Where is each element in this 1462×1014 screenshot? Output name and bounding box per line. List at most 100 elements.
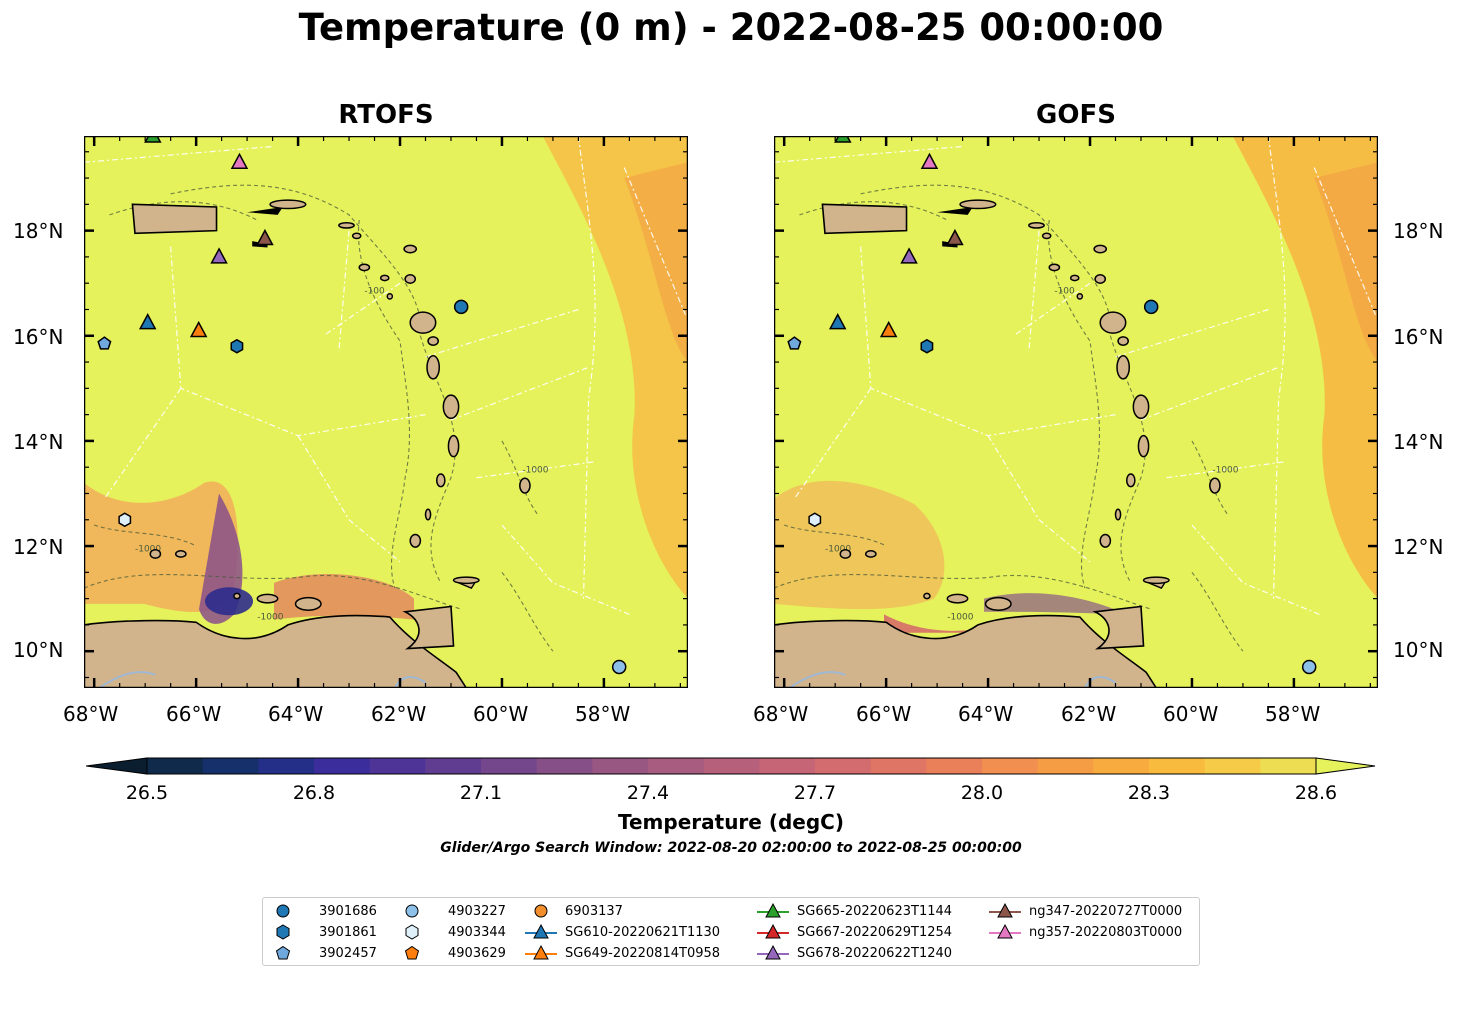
legend-label: 6903137 bbox=[565, 904, 623, 919]
bathymetry-contour bbox=[501, 572, 554, 652]
legend-marker-icon bbox=[525, 923, 557, 939]
land-island bbox=[1114, 508, 1122, 521]
eez-boundary bbox=[1115, 308, 1269, 358]
contour-label: -1000 bbox=[1212, 465, 1238, 475]
contour-label: -1000 bbox=[135, 544, 161, 554]
contour-label: -100 bbox=[364, 287, 385, 297]
colorbar-segment bbox=[1093, 758, 1150, 774]
land-island bbox=[1099, 533, 1112, 548]
river bbox=[394, 676, 427, 689]
land-island bbox=[1028, 221, 1045, 229]
colorbar-label: Temperature (degC) bbox=[618, 810, 844, 834]
land-island bbox=[379, 274, 390, 282]
land-island bbox=[1142, 576, 1170, 585]
lat-label: 18°N bbox=[1393, 219, 1444, 243]
map-canvas-gofs[interactable]: -100 -1000 -1000 -1000 bbox=[773, 126, 1379, 689]
map-panel-rtofs[interactable]: -100 -1000 -1000 -1000 bbox=[83, 126, 689, 689]
map-panel-gofs[interactable]: -100 -1000 -1000 -1000 bbox=[773, 126, 1379, 689]
legend-label: SG649-20220814T0958 bbox=[565, 946, 721, 961]
figure-title: Temperature (0 m) - 2022-08-25 00:00:00 bbox=[298, 6, 1164, 49]
observation-marker bbox=[230, 152, 249, 170]
colorbar-gradient bbox=[85, 757, 1376, 775]
observation-marker bbox=[900, 247, 918, 264]
land-trinidad bbox=[1092, 605, 1145, 650]
lon-label: 62°W bbox=[1061, 702, 1117, 726]
land-island bbox=[424, 508, 432, 521]
legend-label: SG665-20220623T1144 bbox=[797, 904, 953, 919]
observation-marker bbox=[210, 247, 228, 264]
observation-marker bbox=[189, 320, 208, 338]
legend-label: ng347-20220727T0000 bbox=[1029, 904, 1183, 919]
land-island bbox=[1116, 354, 1131, 380]
map-canvas-rtofs[interactable]: -100 -1000 -1000 -1000 bbox=[83, 126, 689, 689]
contour-label: -100 bbox=[1054, 287, 1075, 297]
colorbar-extend-min bbox=[85, 757, 148, 775]
panel-title-gofs: GOFS bbox=[1036, 100, 1116, 130]
contour-label: -1000 bbox=[947, 613, 973, 623]
observation-marker bbox=[808, 512, 822, 528]
land-island bbox=[404, 274, 417, 284]
river bbox=[98, 671, 156, 689]
land-island bbox=[1048, 263, 1061, 272]
legend-label: 3901861 bbox=[319, 925, 377, 940]
eez-boundary bbox=[860, 246, 1116, 437]
legend-marker-icon bbox=[276, 904, 290, 918]
lon-label: 60°W bbox=[1163, 702, 1219, 726]
legend-marker-icon bbox=[405, 904, 419, 918]
colorbar-segment bbox=[1037, 758, 1094, 774]
colorbar-segment bbox=[258, 758, 315, 774]
land-island bbox=[294, 596, 322, 611]
eez-boundary bbox=[773, 145, 963, 163]
land-island bbox=[233, 592, 241, 600]
land-island bbox=[351, 232, 362, 240]
eez-boundary bbox=[338, 230, 350, 352]
bathymetry-contour bbox=[773, 574, 1152, 610]
eez-boundary bbox=[1267, 135, 1286, 599]
observation-marker bbox=[230, 338, 244, 354]
colorbar-tick: 28.3 bbox=[1127, 782, 1171, 804]
bathymetry-contour bbox=[799, 201, 948, 221]
colorbar-tick: 26.5 bbox=[125, 782, 169, 804]
land-island bbox=[923, 592, 931, 600]
land-island bbox=[338, 221, 355, 229]
observation-marker bbox=[1143, 299, 1159, 315]
contour-label: -1000 bbox=[257, 613, 283, 623]
bathymetry-contour bbox=[501, 440, 539, 515]
bathymetry-contour bbox=[94, 524, 197, 547]
eez-boundary bbox=[987, 435, 1091, 563]
colorbar-segment bbox=[369, 758, 426, 774]
warm-plume bbox=[884, 614, 1014, 633]
legend-marker-icon bbox=[276, 924, 290, 940]
land-island bbox=[1209, 477, 1221, 494]
land-puerto-rico bbox=[821, 203, 908, 235]
land-island bbox=[1093, 244, 1108, 254]
land-island bbox=[839, 548, 852, 559]
land-island bbox=[409, 311, 437, 334]
lon-label: 62°W bbox=[371, 702, 427, 726]
land-island bbox=[174, 550, 187, 558]
colorbar-segment bbox=[703, 758, 760, 774]
land-island bbox=[256, 593, 279, 604]
land-virgin-islands bbox=[937, 206, 973, 215]
colorbar-segment bbox=[648, 758, 705, 774]
legend-marker-icon bbox=[534, 904, 548, 918]
river bbox=[1084, 676, 1117, 689]
lon-label: 66°W bbox=[856, 702, 912, 726]
eez-boundary bbox=[623, 167, 687, 315]
bathymetry-contour bbox=[1191, 572, 1244, 652]
colorbar-tick: 28.0 bbox=[960, 782, 1004, 804]
colorbar-tick: 27.7 bbox=[793, 782, 837, 804]
colorbar bbox=[85, 756, 1376, 776]
observation-marker bbox=[118, 512, 132, 528]
legend-label: 4903629 bbox=[448, 946, 506, 961]
land-island bbox=[149, 548, 162, 559]
land-island bbox=[1069, 274, 1080, 282]
colorbar-extend-max bbox=[1315, 757, 1376, 775]
land-island bbox=[447, 434, 460, 458]
land-trinidad bbox=[402, 605, 455, 650]
land-island bbox=[427, 336, 439, 346]
colorbar-outline bbox=[146, 757, 1317, 775]
legend-label: 4903344 bbox=[448, 925, 506, 940]
eez-boundary bbox=[577, 135, 596, 599]
legend-label: 3901686 bbox=[319, 904, 377, 919]
